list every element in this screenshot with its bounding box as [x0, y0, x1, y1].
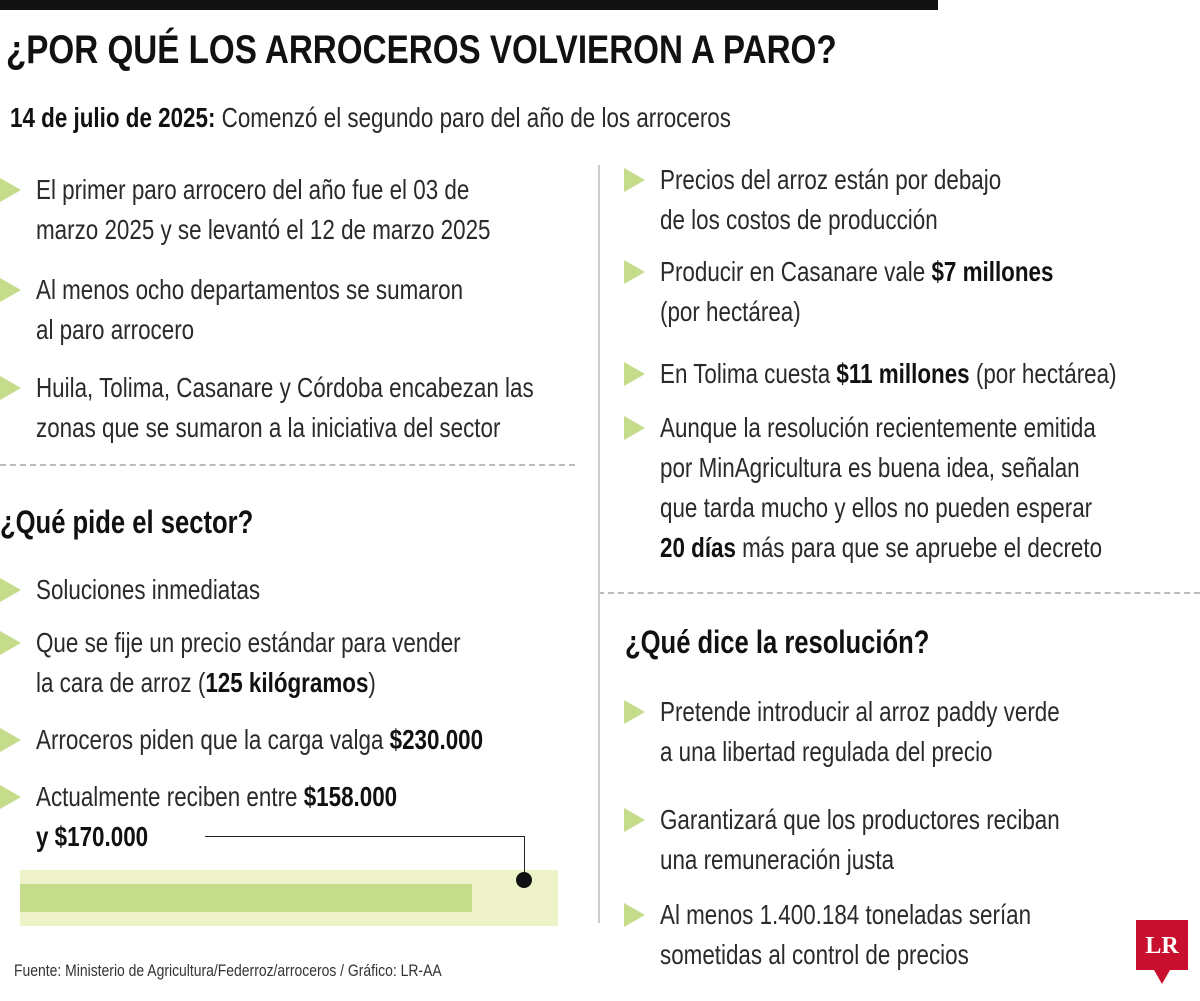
bullet-marker — [624, 362, 645, 386]
bullet-marker — [0, 631, 21, 655]
section-heading: ¿Qué dice la resolución? — [625, 624, 930, 660]
bullet-line: Huila, Tolima, Casanare y Córdoba encabe… — [36, 374, 534, 402]
bullet-line: Que se fije un precio estándar para vend… — [36, 629, 461, 657]
bullet-text: ) — [368, 667, 376, 698]
bullet-line: por MinAgricultura es buena idea, señala… — [660, 454, 1080, 482]
bullet-text: (por hectárea) — [969, 358, 1117, 389]
bullet-marker — [0, 785, 21, 809]
bullet-line: (por hectárea) — [660, 298, 801, 326]
bullet-text: la cara de arroz ( — [36, 667, 206, 698]
bullet-text: $11 millones — [836, 358, 970, 389]
subtitle-date: 14 de julio de 2025: — [10, 102, 216, 133]
bullet-marker — [0, 178, 21, 202]
bullet-line: 20 días más para que se apruebe el decre… — [660, 534, 1102, 562]
bullet-text: Garantizará que los productores reciban — [660, 804, 1060, 835]
bullet-line: Pretende introducir al arroz paddy verde — [660, 698, 1060, 726]
bullet-line: Garantizará que los productores reciban — [660, 806, 1060, 834]
bullet-text: más para que se apruebe el decreto — [735, 532, 1103, 563]
bullet-marker — [624, 260, 645, 284]
bullet-text: zonas que se sumaron a la iniciativa del… — [36, 412, 501, 443]
bullet-line: El primer paro arrocero del año fue el 0… — [36, 176, 469, 204]
logo-shape — [1136, 920, 1188, 984]
subtitle: 14 de julio de 2025: Comenzó el segundo … — [10, 104, 731, 132]
bullet-text: sometidas al control de precios — [660, 939, 969, 970]
bullet-line: Actualmente reciben entre $158.000 — [36, 783, 397, 811]
bullet-text: a una libertad regulada del precio — [660, 736, 993, 767]
top-bar — [0, 0, 938, 10]
bullet-marker — [624, 903, 645, 927]
bullet-line: En Tolima cuesta $11 millones (por hectá… — [660, 360, 1117, 388]
bullet-line: marzo 2025 y se levantó el 12 de marzo 2… — [36, 216, 491, 244]
bullet-text: marzo 2025 y se levantó el 12 de marzo 2… — [36, 214, 491, 245]
divider — [598, 592, 1200, 594]
divider — [0, 464, 575, 466]
bullet-text: Arroceros piden que la carga valga — [36, 724, 390, 755]
logo-text: LR — [1145, 933, 1179, 959]
bullet-text: de los costos de producción — [660, 204, 938, 235]
bullet-text: 20 días — [660, 532, 736, 563]
source: Fuente: Ministerio de Agricultura/Federr… — [14, 961, 442, 980]
bullet-text: Pretende introducir al arroz paddy verde — [660, 696, 1060, 727]
bullet-line: que tarda mucho y ellos no pueden espera… — [660, 494, 1092, 522]
connector — [205, 836, 525, 837]
bullet-marker — [624, 700, 645, 724]
bullet-line: Aunque la resolución recientemente emiti… — [660, 414, 1096, 442]
column-divider — [598, 165, 600, 923]
bullet-line: y $170.000 — [36, 823, 148, 851]
bullet-text: Precios del arroz están por debajo — [660, 164, 1002, 195]
bullet-marker — [0, 578, 21, 602]
bullet-text: $158.000 — [303, 781, 398, 812]
bullet-text: $7 millones — [931, 256, 1054, 287]
bullet-line: Al menos ocho departamentos se sumaron — [36, 276, 463, 304]
bullet-marker — [0, 278, 21, 302]
bullet-line: Al menos 1.400.184 toneladas serían — [660, 901, 1031, 929]
connector — [524, 836, 525, 880]
bullet-text: Actualmente reciben entre — [36, 781, 304, 812]
connector-dot — [516, 872, 532, 888]
bullet-text: 125 kilógramos — [205, 667, 369, 698]
bullet-text: y $170.000 — [36, 821, 149, 852]
bullet-line: de los costos de producción — [660, 206, 938, 234]
bullet-line: al paro arrocero — [36, 316, 194, 344]
bullet-line: Producir en Casanare vale $7 millones — [660, 258, 1053, 286]
bullet-line: zonas que se sumaron a la iniciativa del… — [36, 414, 500, 442]
title: ¿POR QUÉ LOS ARROCEROS VOLVIERON A PARO? — [6, 28, 837, 72]
bullet-line: sometidas al control de precios — [660, 941, 969, 969]
bullet-text: al paro arrocero — [36, 314, 195, 345]
subtitle-text: Comenzó el segundo paro del año de los a… — [221, 102, 731, 133]
bullet-text: Soluciones inmediatas — [36, 574, 261, 605]
bullet-text: (por hectárea) — [660, 296, 801, 327]
bullet-line: a una libertad regulada del precio — [660, 738, 993, 766]
bullet-text: Al menos ocho departamentos se sumaron — [36, 274, 464, 305]
bullet-text: En Tolima cuesta — [660, 358, 837, 389]
bar — [20, 884, 472, 912]
bullet-marker — [0, 376, 21, 400]
bullet-text: que tarda mucho y ellos no pueden espera… — [660, 492, 1093, 523]
bullet-marker — [0, 728, 21, 752]
bullet-line: Soluciones inmediatas — [36, 576, 260, 604]
bullet-text: Producir en Casanare vale — [660, 256, 932, 287]
bullet-text: Huila, Tolima, Casanare y Córdoba encabe… — [36, 372, 534, 403]
logo: LR — [1136, 920, 1188, 984]
bullet-text: Al menos 1.400.184 toneladas serían — [660, 899, 1032, 930]
bullet-marker — [624, 808, 645, 832]
bullet-marker — [624, 168, 645, 192]
bullet-line: una remuneración justa — [660, 846, 894, 874]
bullet-text: Aunque la resolución recientemente emiti… — [660, 412, 1096, 443]
section-heading: ¿Qué pide el sector? — [0, 504, 254, 540]
bullet-text: por MinAgricultura es buena idea, señala… — [660, 452, 1080, 483]
bullet-text: una remuneración justa — [660, 844, 895, 875]
bullet-text: Que se fije un precio estándar para vend… — [36, 627, 461, 658]
bullet-line: la cara de arroz (125 kilógramos) — [36, 669, 376, 697]
bullet-line: Arroceros piden que la carga valga $230.… — [36, 726, 483, 754]
bullet-text: El primer paro arrocero del año fue el 0… — [36, 174, 470, 205]
bullet-marker — [624, 416, 645, 440]
bullet-text: $230.000 — [389, 724, 484, 755]
bullet-line: Precios del arroz están por debajo — [660, 166, 1001, 194]
